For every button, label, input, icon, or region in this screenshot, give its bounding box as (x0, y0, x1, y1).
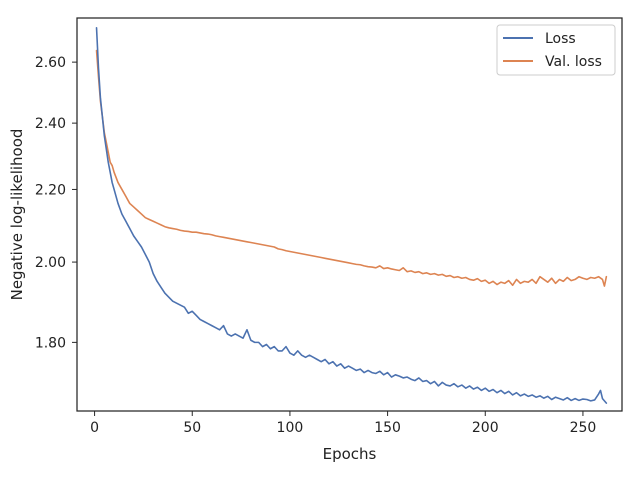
y-tick-label: 2.60 (35, 55, 66, 71)
plot-frame (76, 17, 623, 412)
y-tick-label: 2.40 (35, 116, 66, 132)
legend-label-val-loss: Val. loss (545, 54, 602, 70)
legend-label-loss: Loss (545, 31, 576, 47)
y-axis-title: Negative log-likelihood (8, 129, 26, 301)
x-tick-label: 200 (472, 420, 499, 436)
x-axis-ticks: 0 50 100 150 200 250 (90, 411, 596, 436)
y-tick-label: 2.20 (35, 182, 66, 198)
x-tick-label: 50 (183, 420, 201, 436)
x-tick-label: 0 (90, 420, 99, 436)
x-axis-title: Epochs (323, 445, 377, 463)
x-tick-label: 150 (374, 420, 401, 436)
loss-line (95, 26, 608, 404)
x-tick-label: 100 (277, 420, 304, 436)
y-tick-label: 2.00 (35, 255, 66, 271)
val-loss-line (95, 49, 608, 287)
y-axis-ticks: 1.80 2.00 2.20 2.40 2.60 (35, 55, 77, 351)
y-tick-label: 1.80 (35, 335, 66, 351)
legend: Loss Val. loss (496, 24, 616, 76)
series-layer (95, 26, 608, 404)
plot-area (77, 18, 622, 411)
x-tick-label: 250 (570, 420, 597, 436)
